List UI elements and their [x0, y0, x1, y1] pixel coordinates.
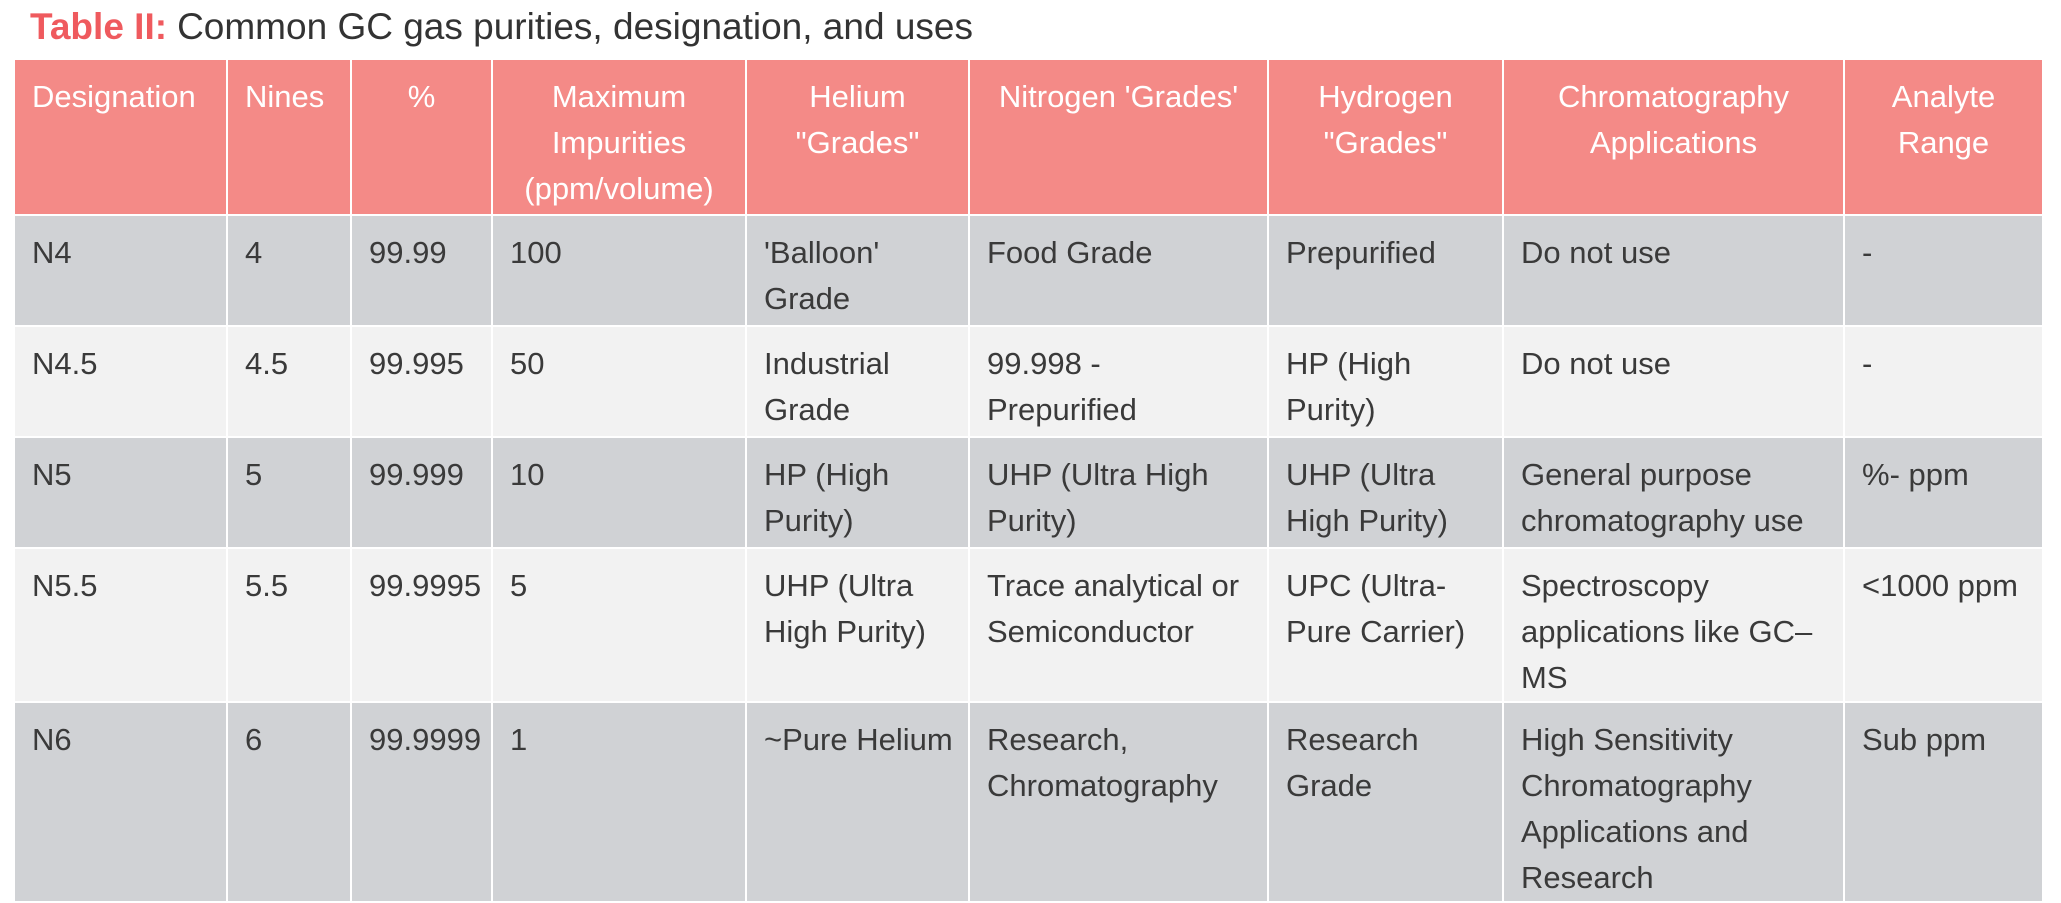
- table-cell: Industrial Grade: [745, 325, 970, 438]
- table-cell: N5.5: [13, 547, 228, 703]
- table: Designation Nines% Maximum Impurities (ppm…: [13, 58, 2044, 903]
- table-cell: -: [1843, 325, 2044, 438]
- table-cell: 5: [491, 547, 747, 703]
- table-cell: Spectroscopy applications like GC–MS: [1502, 547, 1845, 703]
- table-row: N4.5 4.5 99.995 50 Industrial Grade 99.998 - …: [13, 325, 2044, 438]
- table-cell: <1000 ppm: [1843, 547, 2044, 703]
- table-cell: 99.99: [350, 214, 493, 327]
- table-cell: 1: [491, 701, 747, 903]
- header-cell: Nines: [226, 58, 352, 216]
- table-cell: N5: [13, 436, 228, 549]
- header-cell: Analyte Range: [1843, 58, 2044, 216]
- table-cell: 100: [491, 214, 747, 327]
- table-cell: 99.9999: [350, 701, 493, 903]
- table-cell: Trace analytical or Semiconductor: [968, 547, 1269, 703]
- table-cell: 5: [226, 436, 352, 549]
- table-row: N6 6 99.9999 1 ~Pure Helium Research, Chromat…: [13, 701, 2044, 903]
- table-cell: High Sensitivity Chromatography Applicat…: [1502, 701, 1845, 903]
- table-cell: 99.9995: [350, 547, 493, 703]
- table-cell: N6: [13, 701, 228, 903]
- header-cell: Chromatography Applications: [1502, 58, 1845, 216]
- table-cell: 4.5: [226, 325, 352, 438]
- table-cell: 'Balloon' Grade: [745, 214, 970, 327]
- table-body: N4 4 99.99 100 'Balloon' Grade Food Grade Prep…: [13, 214, 2044, 903]
- header-cell: Nitrogen 'Grades': [968, 58, 1269, 216]
- table-cell: 4: [226, 214, 352, 327]
- table-title: Table II: Common GC gas purities, designa…: [30, 6, 973, 48]
- title-label: Table II:: [30, 6, 168, 47]
- table-row: N5 5 99.999 10 HP (High Purity) UHP (Ultra Hi…: [13, 436, 2044, 549]
- title-text: Common GC gas purities, designation, and…: [177, 6, 973, 47]
- table-cell: %- ppm: [1843, 436, 2044, 549]
- header-row: Designation Nines% Maximum Impurities (ppm…: [13, 58, 2044, 216]
- table-cell: 5.5: [226, 547, 352, 703]
- table-cell: Research, Chromatography: [968, 701, 1269, 903]
- table-cell: 50: [491, 325, 747, 438]
- table-cell: Food Grade: [968, 214, 1269, 327]
- header-cell: Maximum Impurities (ppm/volume): [491, 58, 747, 216]
- page: Table II: Common GC gas purities, designa…: [13, 6, 2044, 903]
- header-cell: Hydrogen "Grades": [1267, 58, 1504, 216]
- table-cell: Do not use: [1502, 214, 1845, 327]
- table-cell: 99.995: [350, 325, 493, 438]
- table-row: N5.5 5.5 99.9995 5 UHP (Ultra High Purity) Tr…: [13, 547, 2044, 703]
- header-cell: %: [350, 58, 493, 216]
- table-cell: 99.998 - Prepurified: [968, 325, 1269, 438]
- table-row: N4 4 99.99 100 'Balloon' Grade Food Grade Prep…: [13, 214, 2044, 327]
- table-cell: UHP (Ultra High Purity): [745, 547, 970, 703]
- table-cell: HP (High Purity): [745, 436, 970, 549]
- table-head: Designation Nines% Maximum Impurities (ppm…: [13, 58, 2044, 216]
- table-cell: N4.5: [13, 325, 228, 438]
- table-cell: Do not use: [1502, 325, 1845, 438]
- table-cell: Sub ppm: [1843, 701, 2044, 903]
- header-cell: Designation: [13, 58, 228, 216]
- table-cell: Prepurified: [1267, 214, 1504, 327]
- table-cell: UPC (Ultra-Pure Carrier): [1267, 547, 1504, 703]
- table-cell: 10: [491, 436, 747, 549]
- table-cell: General purpose chromatography use: [1502, 436, 1845, 549]
- table-cell: UHP (Ultra High Purity): [1267, 436, 1504, 549]
- table-cell: Research Grade: [1267, 701, 1504, 903]
- table-cell: 6: [226, 701, 352, 903]
- table-cell: N4: [13, 214, 228, 327]
- table-cell: UHP (Ultra High Purity): [968, 436, 1269, 549]
- table-cell: HP (High Purity): [1267, 325, 1504, 438]
- table-cell: -: [1843, 214, 2044, 327]
- table-cell: ~Pure Helium: [745, 701, 970, 903]
- header-cell: Helium "Grades": [745, 58, 970, 216]
- table-cell: 99.999: [350, 436, 493, 549]
